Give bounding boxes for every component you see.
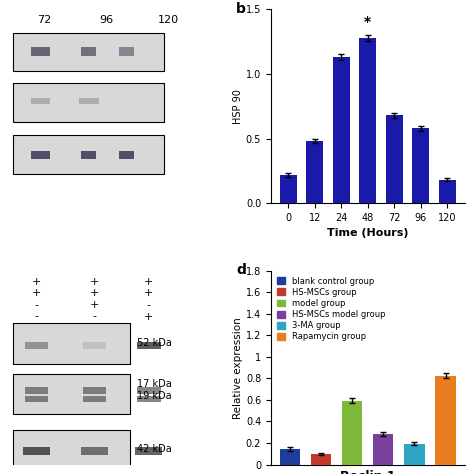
Text: d: d <box>236 263 246 277</box>
Bar <box>137 396 161 402</box>
Legend: blank control group, HS-MSCs group, model group, HS-MSCs model group, 3-MA group: blank control group, HS-MSCs group, mode… <box>275 275 387 343</box>
Bar <box>25 342 48 349</box>
Bar <box>306 141 323 203</box>
Text: b: b <box>236 2 246 16</box>
X-axis label: Time (Hours): Time (Hours) <box>327 228 409 238</box>
Bar <box>31 151 50 159</box>
Text: 42 kDa: 42 kDa <box>137 444 172 454</box>
Text: 96: 96 <box>99 15 113 25</box>
Bar <box>13 374 129 414</box>
Bar <box>81 447 108 455</box>
Bar <box>13 323 129 364</box>
Bar <box>83 396 106 402</box>
Text: -: - <box>93 311 97 321</box>
Bar <box>83 342 106 349</box>
Bar <box>82 47 96 56</box>
Text: +: + <box>32 277 41 287</box>
Bar <box>342 401 362 465</box>
Y-axis label: Relative expression: Relative expression <box>233 317 243 419</box>
Text: 52 kDa: 52 kDa <box>137 337 172 347</box>
Text: +: + <box>90 277 100 287</box>
Text: 17 kDa
19 kDa: 17 kDa 19 kDa <box>137 379 172 401</box>
Bar <box>25 396 48 402</box>
Bar <box>136 447 163 455</box>
Bar <box>13 429 129 470</box>
Text: -: - <box>35 311 38 321</box>
Bar <box>412 128 429 203</box>
Text: +: + <box>144 288 154 298</box>
Y-axis label: HSP 90: HSP 90 <box>233 89 243 124</box>
Bar <box>438 180 456 203</box>
Bar <box>311 454 331 465</box>
Bar <box>25 387 48 393</box>
Bar <box>436 376 456 465</box>
Text: +: + <box>90 288 100 298</box>
Bar <box>359 38 376 203</box>
Bar <box>119 47 134 56</box>
Text: +: + <box>144 311 154 321</box>
Text: -: - <box>147 300 151 310</box>
Bar <box>83 387 106 393</box>
X-axis label: Beclin 1: Beclin 1 <box>340 470 395 474</box>
Text: 120: 120 <box>158 15 179 25</box>
Bar <box>23 447 50 455</box>
Bar <box>31 47 50 56</box>
Bar <box>404 444 425 465</box>
Text: +: + <box>32 288 41 298</box>
Bar <box>280 175 297 203</box>
Bar <box>280 449 300 465</box>
Text: -: - <box>35 300 38 310</box>
Bar <box>13 136 164 174</box>
Bar <box>333 57 350 203</box>
Bar <box>79 98 99 104</box>
Text: +: + <box>144 277 154 287</box>
Bar <box>31 98 50 104</box>
Bar <box>385 115 403 203</box>
Text: 72: 72 <box>37 15 52 25</box>
Bar <box>373 434 393 465</box>
Text: +: + <box>90 300 100 310</box>
Bar <box>137 342 161 349</box>
Bar <box>13 83 164 122</box>
Bar <box>137 387 161 393</box>
Text: *: * <box>364 16 371 29</box>
Bar <box>13 33 164 72</box>
Bar <box>82 151 96 159</box>
Bar <box>119 151 134 159</box>
